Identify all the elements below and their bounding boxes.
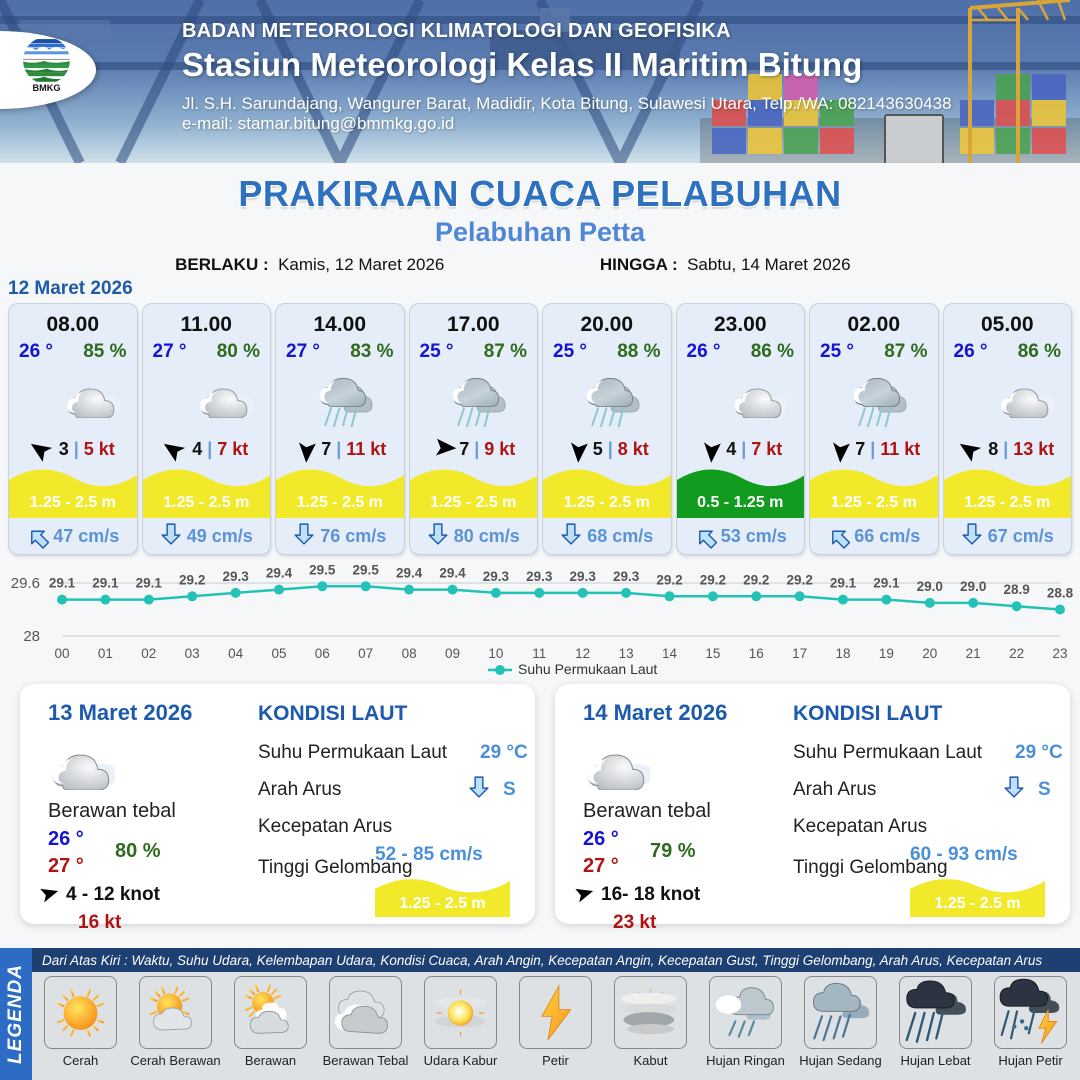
svg-text:29.0: 29.0 <box>917 579 943 594</box>
svg-text:07: 07 <box>358 646 373 661</box>
svg-text:29.3: 29.3 <box>570 569 597 584</box>
svg-text:22: 22 <box>1009 646 1024 661</box>
svg-text:28.8: 28.8 <box>1047 586 1074 601</box>
svg-text:14: 14 <box>662 646 678 661</box>
svg-text:09: 09 <box>445 646 460 661</box>
svg-text:29.3: 29.3 <box>526 569 553 584</box>
svg-text:12: 12 <box>575 646 590 661</box>
svg-text:29.2: 29.2 <box>743 572 769 587</box>
svg-text:29.1: 29.1 <box>136 576 163 591</box>
svg-text:Suhu Permukaan Laut: Suhu Permukaan Laut <box>518 661 657 677</box>
svg-text:29.4: 29.4 <box>439 566 466 581</box>
svg-text:29.1: 29.1 <box>873 576 900 591</box>
svg-text:10: 10 <box>488 646 503 661</box>
svg-text:23: 23 <box>1052 646 1067 661</box>
svg-text:29.2: 29.2 <box>179 572 205 587</box>
svg-text:29.5: 29.5 <box>353 562 380 577</box>
svg-text:03: 03 <box>185 646 200 661</box>
svg-text:29.3: 29.3 <box>613 569 640 584</box>
svg-text:28: 28 <box>23 628 40 645</box>
svg-text:29.2: 29.2 <box>787 572 813 587</box>
svg-text:29.5: 29.5 <box>309 562 336 577</box>
svg-text:08: 08 <box>402 646 417 661</box>
svg-text:29.2: 29.2 <box>656 572 682 587</box>
svg-text:02: 02 <box>141 646 156 661</box>
svg-text:29.0: 29.0 <box>960 579 986 594</box>
svg-text:20: 20 <box>922 646 937 661</box>
svg-text:29.6: 29.6 <box>11 575 40 592</box>
svg-text:06: 06 <box>315 646 330 661</box>
svg-text:19: 19 <box>879 646 894 661</box>
svg-text:01: 01 <box>98 646 113 661</box>
svg-text:29.1: 29.1 <box>49 576 76 591</box>
svg-text:21: 21 <box>966 646 981 661</box>
svg-text:16: 16 <box>749 646 764 661</box>
svg-text:29.2: 29.2 <box>700 572 726 587</box>
svg-text:15: 15 <box>705 646 720 661</box>
svg-text:29.4: 29.4 <box>266 566 293 581</box>
svg-text:29.3: 29.3 <box>483 569 510 584</box>
svg-text:29.3: 29.3 <box>222 569 249 584</box>
svg-text:28.9: 28.9 <box>1003 582 1029 597</box>
svg-text:BMKG: BMKG <box>33 83 61 93</box>
svg-text:13: 13 <box>619 646 634 661</box>
svg-text:18: 18 <box>835 646 850 661</box>
svg-text:00: 00 <box>54 646 69 661</box>
svg-text:29.1: 29.1 <box>830 576 857 591</box>
svg-text:05: 05 <box>271 646 286 661</box>
svg-text:04: 04 <box>228 646 244 661</box>
svg-text:29.1: 29.1 <box>92 576 119 591</box>
svg-text:29.4: 29.4 <box>396 566 423 581</box>
svg-text:11: 11 <box>532 646 546 661</box>
svg-text:17: 17 <box>792 646 807 661</box>
